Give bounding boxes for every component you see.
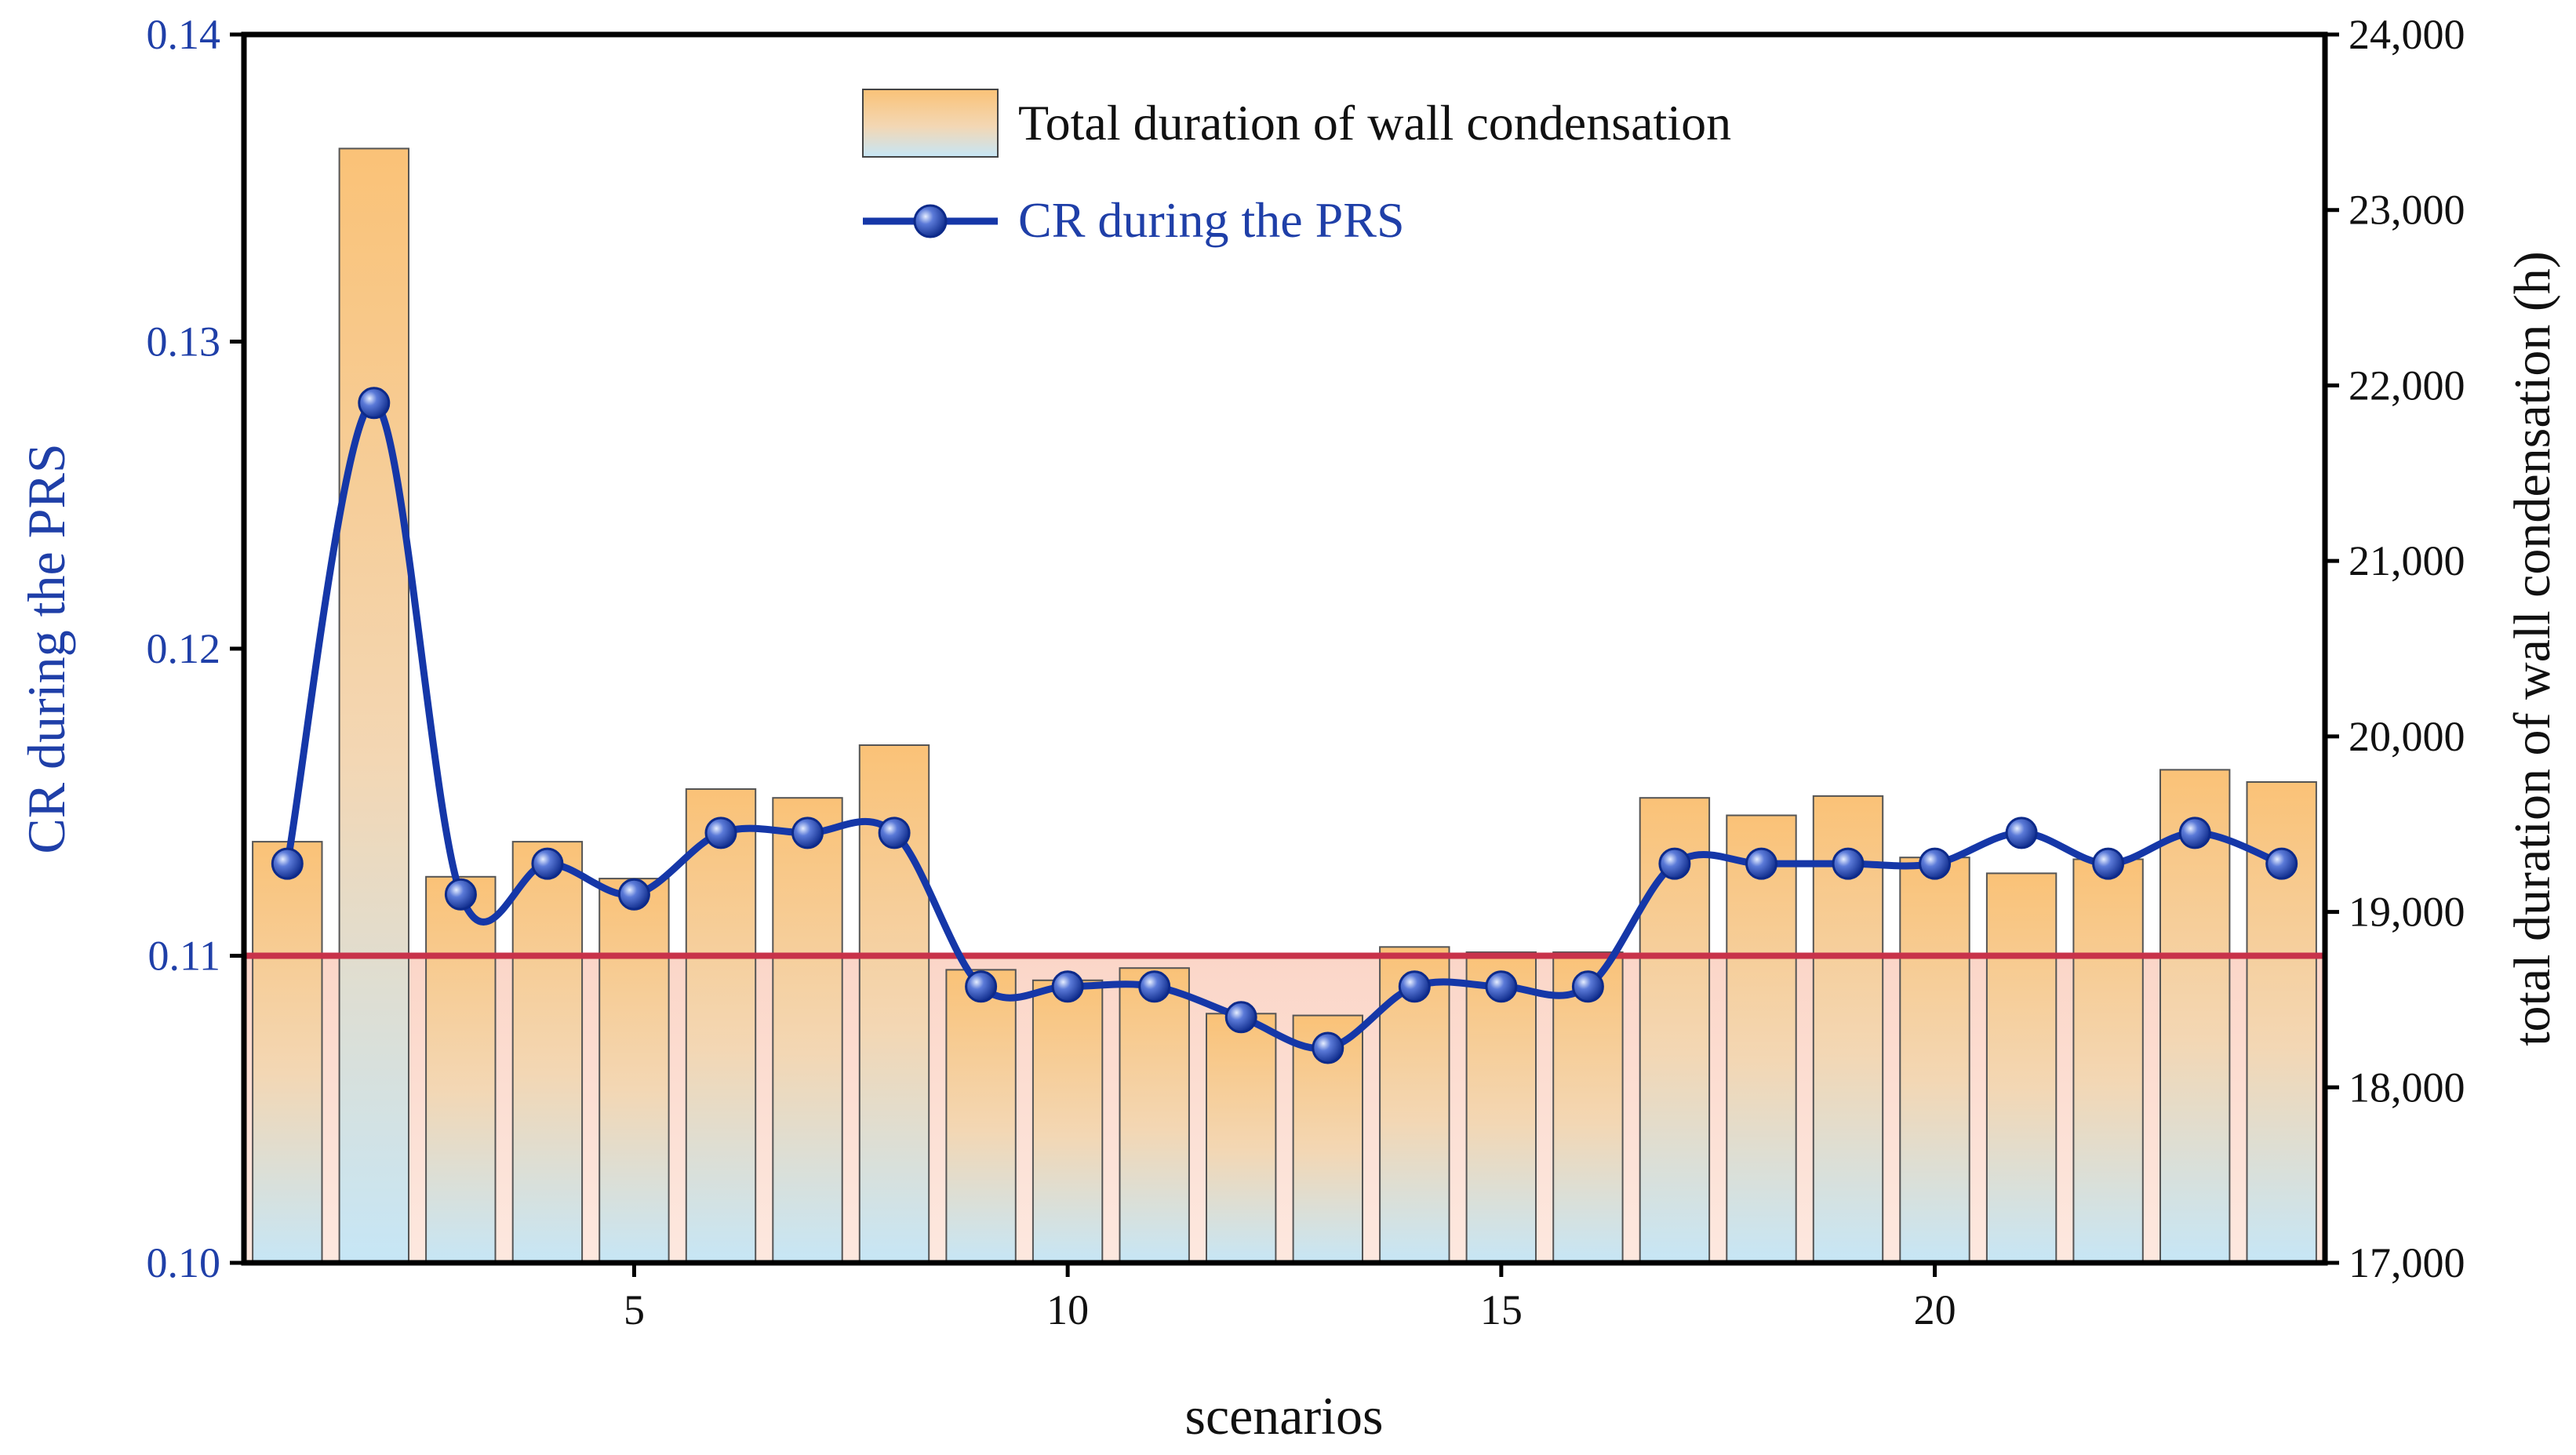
left-tick-label: 0.13 (147, 318, 221, 366)
bar-scenario-5 (599, 878, 670, 1264)
cr-point-scenario-16 (1571, 970, 1604, 1003)
left-tick-label: 0.11 (148, 933, 221, 980)
bar-scenario-6 (685, 788, 757, 1264)
legend-line-marker (913, 204, 948, 238)
cr-point-scenario-20 (1919, 847, 1952, 880)
cr-point-scenario-24 (2265, 847, 2298, 880)
x-tick-label: 15 (1480, 1286, 1523, 1333)
bar-scenario-7 (772, 797, 843, 1264)
x-tick-label: 10 (1046, 1286, 1089, 1333)
cr-point-scenario-14 (1398, 970, 1431, 1003)
bar-scenario-2 (338, 147, 410, 1264)
cr-point-scenario-7 (791, 817, 824, 849)
left-tick-label: 0.10 (147, 1239, 221, 1286)
cr-point-scenario-18 (1745, 847, 1777, 880)
cr-point-scenario-2 (358, 387, 391, 420)
cr-point-scenario-8 (878, 817, 911, 849)
cr-point-scenario-4 (531, 847, 564, 880)
cr-point-scenario-12 (1224, 1001, 1257, 1034)
bar-scenario-9 (945, 969, 1017, 1264)
right-tick-label: 18,000 (2349, 1064, 2465, 1111)
right-axis-title: total duration of wall condensation (h) (2504, 251, 2561, 1046)
legend-bar-label: Total duration of wall condensation (1018, 95, 1731, 151)
bar-scenario-21 (1985, 872, 2058, 1264)
cr-point-scenario-22 (2092, 847, 2125, 880)
cr-point-scenario-23 (2178, 817, 2211, 849)
bar-scenario-4 (511, 841, 584, 1264)
right-tick-label: 23,000 (2349, 187, 2465, 234)
cr-point-scenario-1 (271, 847, 304, 880)
left-axis-title: CR during the PRS (16, 443, 76, 853)
bar-scenario-12 (1206, 1013, 1277, 1264)
cr-point-scenario-9 (965, 970, 998, 1003)
cr-point-scenario-10 (1051, 970, 1084, 1003)
x-tick-label: 20 (1914, 1286, 1956, 1333)
legend-line-label: CR during the PRS (1018, 192, 1405, 248)
legend: Total duration of wall condensation CR d… (862, 89, 1731, 248)
bar-scenario-18 (1726, 814, 1797, 1264)
legend-bar-swatch (862, 89, 999, 158)
cr-point-scenario-13 (1312, 1031, 1344, 1064)
left-tick-label: 0.12 (147, 625, 221, 672)
bar-scenario-11 (1119, 967, 1190, 1264)
x-tick-label: 5 (624, 1286, 645, 1333)
cr-point-scenario-21 (2005, 817, 2038, 849)
bar-scenario-23 (2159, 769, 2231, 1264)
right-tick-label: 21,000 (2349, 537, 2465, 584)
right-tick-label: 24,000 (2349, 11, 2465, 58)
cr-point-scenario-15 (1485, 970, 1518, 1003)
cr-point-scenario-11 (1138, 970, 1171, 1003)
right-tick-label: 19,000 (2349, 889, 2465, 936)
cr-line (283, 399, 2283, 1053)
cr-point-scenario-5 (617, 878, 650, 911)
bar-scenario-1 (252, 841, 323, 1264)
right-tick-label: 22,000 (2349, 362, 2465, 409)
threshold-band (244, 955, 2325, 1263)
x-axis-title: scenarios (1184, 1386, 1383, 1446)
bar-scenario-22 (2072, 858, 2144, 1264)
cr-point-scenario-19 (1832, 847, 1865, 880)
left-tick-label: 0.14 (147, 11, 221, 58)
right-tick-label: 20,000 (2349, 713, 2465, 760)
bar-scenario-10 (1031, 979, 1104, 1264)
bar-scenario-3 (425, 875, 497, 1264)
cr-point-scenario-17 (1658, 847, 1691, 880)
bar-scenario-20 (1899, 857, 1970, 1264)
cr-point-scenario-6 (704, 817, 737, 849)
cr-point-scenario-3 (444, 878, 477, 911)
right-tick-label: 17,000 (2349, 1239, 2465, 1286)
